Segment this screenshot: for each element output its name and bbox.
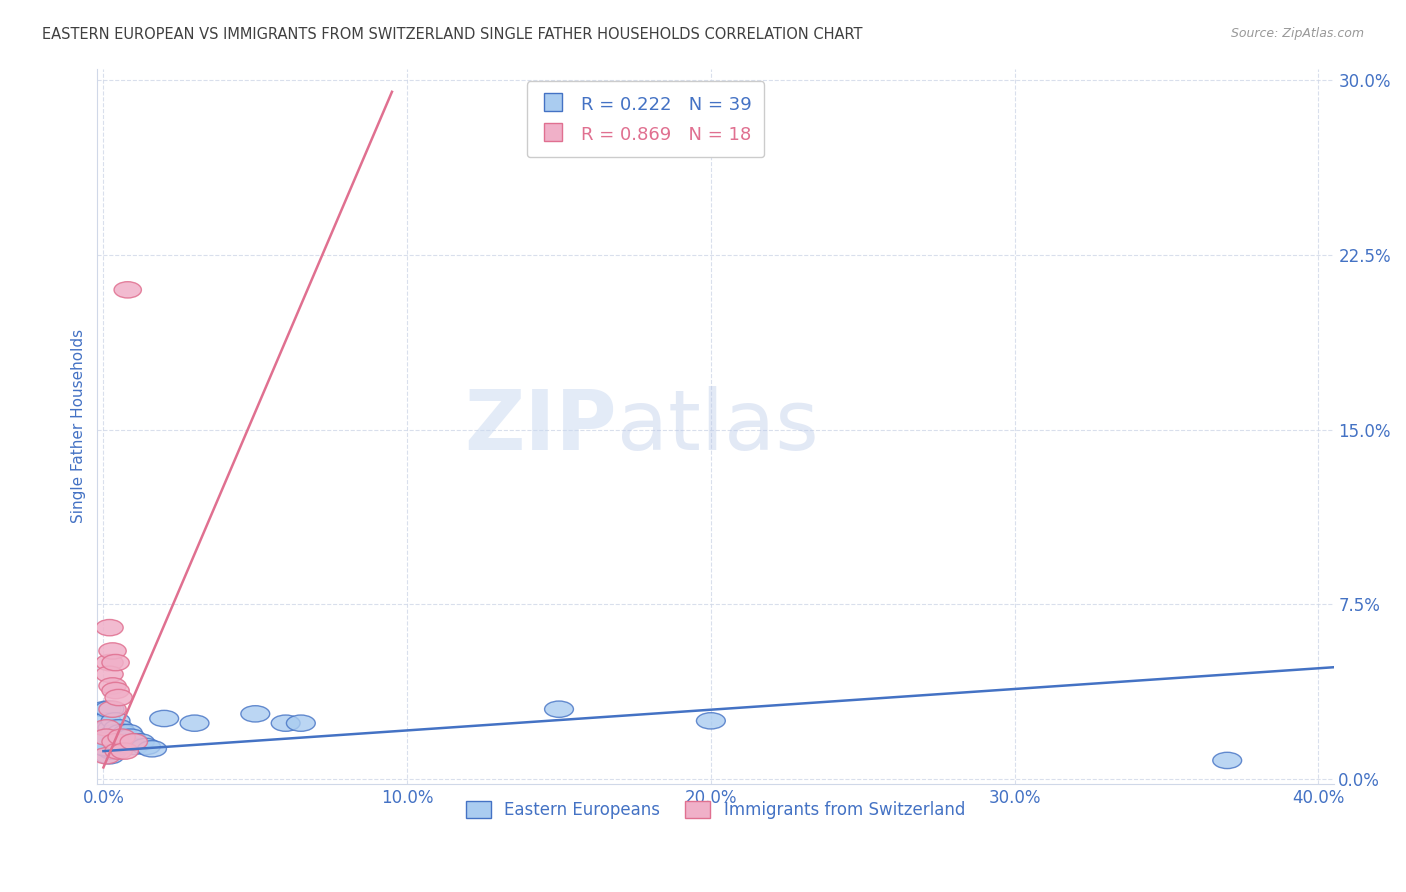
- Text: ZIP: ZIP: [464, 385, 617, 467]
- Ellipse shape: [89, 732, 125, 756]
- Ellipse shape: [101, 682, 129, 698]
- Ellipse shape: [98, 743, 127, 759]
- Ellipse shape: [98, 729, 127, 746]
- Ellipse shape: [125, 733, 155, 750]
- Ellipse shape: [107, 724, 136, 740]
- Ellipse shape: [101, 724, 129, 740]
- Ellipse shape: [287, 715, 315, 731]
- Ellipse shape: [91, 701, 121, 717]
- Text: Source: ZipAtlas.com: Source: ZipAtlas.com: [1230, 27, 1364, 40]
- Ellipse shape: [98, 701, 127, 717]
- Ellipse shape: [89, 732, 125, 756]
- Ellipse shape: [105, 743, 132, 759]
- Ellipse shape: [91, 713, 121, 729]
- Y-axis label: Single Father Households: Single Father Households: [72, 329, 86, 524]
- Ellipse shape: [120, 733, 148, 750]
- Text: atlas: atlas: [617, 385, 818, 467]
- Ellipse shape: [96, 739, 124, 755]
- Ellipse shape: [138, 740, 166, 757]
- Ellipse shape: [96, 666, 124, 682]
- Ellipse shape: [101, 655, 129, 671]
- Ellipse shape: [180, 715, 209, 731]
- Ellipse shape: [101, 713, 129, 729]
- Ellipse shape: [110, 729, 139, 746]
- Ellipse shape: [96, 655, 124, 671]
- Ellipse shape: [150, 710, 179, 727]
- Ellipse shape: [271, 715, 299, 731]
- Ellipse shape: [98, 720, 127, 736]
- Ellipse shape: [110, 736, 139, 752]
- Ellipse shape: [96, 701, 124, 717]
- Ellipse shape: [132, 739, 160, 755]
- Ellipse shape: [107, 733, 136, 750]
- Ellipse shape: [96, 729, 124, 746]
- Ellipse shape: [98, 678, 127, 694]
- Ellipse shape: [96, 747, 124, 764]
- Ellipse shape: [117, 729, 145, 746]
- Ellipse shape: [91, 724, 121, 740]
- Ellipse shape: [105, 690, 132, 706]
- Ellipse shape: [101, 733, 129, 750]
- Ellipse shape: [91, 733, 121, 750]
- Ellipse shape: [696, 713, 725, 729]
- Ellipse shape: [114, 282, 142, 298]
- Ellipse shape: [111, 743, 138, 759]
- Legend: Eastern Europeans, Immigrants from Switzerland: Eastern Europeans, Immigrants from Switz…: [460, 794, 972, 825]
- Ellipse shape: [93, 720, 120, 736]
- Ellipse shape: [98, 736, 127, 752]
- Ellipse shape: [104, 739, 134, 755]
- Ellipse shape: [114, 724, 142, 740]
- Ellipse shape: [104, 729, 134, 746]
- Ellipse shape: [104, 720, 134, 736]
- Ellipse shape: [93, 729, 120, 746]
- Ellipse shape: [89, 732, 125, 756]
- Ellipse shape: [98, 643, 127, 659]
- Ellipse shape: [114, 733, 142, 750]
- Ellipse shape: [96, 619, 124, 636]
- Ellipse shape: [108, 729, 135, 746]
- Ellipse shape: [240, 706, 270, 722]
- Ellipse shape: [120, 739, 148, 755]
- Ellipse shape: [96, 720, 124, 736]
- Ellipse shape: [89, 732, 125, 756]
- Ellipse shape: [93, 747, 120, 764]
- Ellipse shape: [89, 732, 125, 756]
- Ellipse shape: [101, 733, 129, 750]
- Ellipse shape: [544, 701, 574, 717]
- Ellipse shape: [1213, 752, 1241, 769]
- Text: EASTERN EUROPEAN VS IMMIGRANTS FROM SWITZERLAND SINGLE FATHER HOUSEHOLDS CORRELA: EASTERN EUROPEAN VS IMMIGRANTS FROM SWIT…: [42, 27, 863, 42]
- Ellipse shape: [120, 733, 148, 750]
